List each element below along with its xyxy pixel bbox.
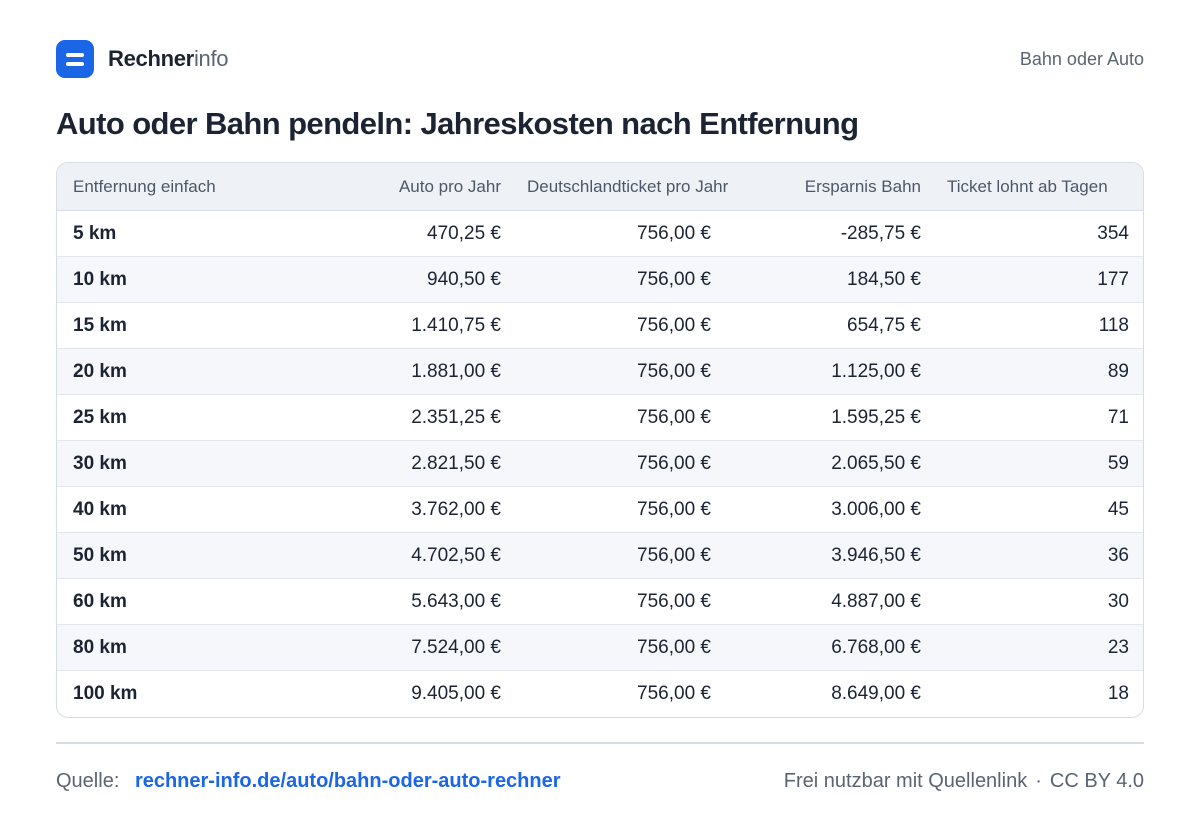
cell-car-cost: 2.351,25 € (411, 406, 501, 428)
cell-ticket-cost: 756,00 € (637, 498, 711, 520)
cell-ticket-cost: 756,00 € (637, 683, 711, 704)
table-header: Entfernung einfach Auto pro Jahr Deutsch… (57, 163, 1143, 211)
cell-break-even: 354 (1097, 222, 1129, 244)
header: Rechnerinfo Bahn oder Auto (56, 40, 1144, 78)
cell-savings: 8.649,00 € (831, 683, 921, 704)
logo-equals-icon (56, 40, 94, 78)
table-row: 40 km 3.762,00 € 756,00 € 3.006,00 € 45 (57, 487, 1143, 533)
footer: Quelle: rechner-info.de/auto/bahn-oder-a… (56, 768, 1144, 794)
cell-savings: 654,75 € (847, 314, 921, 336)
brand-name: Rechnerinfo (108, 46, 229, 72)
brand[interactable]: Rechnerinfo (56, 40, 229, 78)
brand-name-light: info (193, 46, 229, 71)
cell-break-even: 59 (1107, 452, 1129, 474)
cell-savings: 1.125,00 € (831, 360, 921, 382)
cell-savings: 6.768,00 € (831, 636, 921, 658)
cell-ticket-cost: 756,00 € (637, 314, 711, 336)
brand-name-strong: Rechner (108, 46, 194, 71)
cell-ticket-cost: 756,00 € (637, 222, 711, 244)
table-row: 50 km 4.702,50 € 756,00 € 3.946,50 € 36 (57, 533, 1143, 579)
cell-break-even: 18 (1107, 683, 1129, 704)
column-header-ticket-cost: Deutschlandticket pro Jahr (527, 176, 729, 196)
cell-ticket-cost: 756,00 € (637, 590, 711, 612)
cell-distance: 60 km (73, 590, 127, 612)
cell-ticket-cost: 756,00 € (637, 268, 711, 290)
footer-divider (56, 742, 1144, 744)
source-label: Quelle: (56, 769, 120, 792)
table-row: 5 km 470,25 € 756,00 € -285,75 € 354 (57, 211, 1143, 257)
cell-ticket-cost: 756,00 € (637, 636, 711, 658)
cell-car-cost: 1.410,75 € (411, 314, 501, 336)
cell-car-cost: 7.524,00 € (411, 636, 501, 658)
cell-break-even: 45 (1107, 498, 1129, 520)
table-row: 15 km 1.410,75 € 756,00 € 654,75 € 118 (57, 303, 1143, 349)
source-link[interactable]: rechner-info.de/auto/bahn-oder-auto-rech… (134, 769, 561, 792)
cell-savings: 3.946,50 € (831, 544, 921, 566)
column-header-car-cost: Auto pro Jahr (398, 176, 501, 196)
cell-distance: 80 km (73, 636, 127, 658)
source: Quelle: rechner-info.de/auto/bahn-oder-a… (56, 770, 561, 793)
cell-break-even: 89 (1107, 360, 1129, 382)
cell-distance: 15 km (73, 314, 127, 336)
cell-car-cost: 4.702,50 € (411, 544, 501, 566)
column-header-break-even: Ticket lohnt ab Tagen (947, 176, 1108, 196)
license-info: Frei nutzbar mit Quellenlink · CC BY 4.0 (784, 770, 1144, 793)
table-row: 80 km 7.524,00 € 756,00 € 6.768,00 € 23 (57, 625, 1143, 671)
cell-ticket-cost: 756,00 € (637, 360, 711, 382)
cell-break-even: 23 (1107, 636, 1129, 658)
table-row: 60 km 5.643,00 € 756,00 € 4.887,00 € 30 (57, 579, 1143, 625)
cell-car-cost: 940,50 € (427, 268, 501, 290)
cell-distance: 25 km (73, 406, 127, 428)
cell-distance: 40 km (73, 498, 127, 520)
table-row: 30 km 2.821,50 € 756,00 € 2.065,50 € 59 (57, 441, 1143, 487)
cell-savings: 3.006,00 € (831, 498, 921, 520)
cell-car-cost: 470,25 € (427, 222, 501, 244)
table-row: 20 km 1.881,00 € 756,00 € 1.125,00 € 89 (57, 349, 1143, 395)
page-title: Auto oder Bahn pendeln: Jahreskosten nac… (56, 106, 859, 141)
cell-car-cost: 2.821,50 € (411, 452, 501, 474)
cell-distance: 100 km (73, 683, 138, 704)
cell-car-cost: 3.762,00 € (411, 498, 501, 520)
cost-table: Entfernung einfach Auto pro Jahr Deutsch… (56, 162, 1144, 718)
table-row: 10 km 940,50 € 756,00 € 184,50 € 177 (57, 257, 1143, 303)
cell-car-cost: 1.881,00 € (411, 360, 501, 382)
cell-distance: 20 km (73, 360, 127, 382)
table-row: 25 km 2.351,25 € 756,00 € 1.595,25 € 71 (57, 395, 1143, 441)
cell-break-even: 30 (1107, 590, 1129, 612)
column-header-savings: Ersparnis Bahn (804, 176, 921, 196)
cell-savings: 1.595,25 € (831, 406, 921, 428)
cell-car-cost: 9.405,00 € (411, 683, 501, 704)
column-header-distance: Entfernung einfach (73, 176, 216, 196)
cell-ticket-cost: 756,00 € (637, 452, 711, 474)
cell-distance: 5 km (73, 222, 117, 244)
cell-car-cost: 5.643,00 € (411, 590, 501, 612)
cell-ticket-cost: 756,00 € (637, 544, 711, 566)
cell-distance: 50 km (73, 544, 127, 566)
cell-savings: -285,75 € (840, 222, 921, 244)
cell-break-even: 71 (1107, 406, 1129, 428)
usage-text: Frei nutzbar mit Quellenlink (783, 769, 1028, 792)
license-text: CC BY 4.0 (1049, 769, 1144, 792)
table-body: 5 km 470,25 € 756,00 € -285,75 € 354 10 km 940… (57, 211, 1143, 717)
header-tag: Bahn oder Auto (1019, 48, 1144, 69)
cell-break-even: 177 (1097, 268, 1129, 290)
cell-savings: 184,50 € (847, 268, 921, 290)
cell-ticket-cost: 756,00 € (637, 406, 711, 428)
cell-savings: 2.065,50 € (831, 452, 921, 474)
license-separator: · (1035, 769, 1042, 792)
cell-savings: 4.887,00 € (831, 590, 921, 612)
cell-break-even: 118 (1098, 314, 1129, 336)
cell-distance: 30 km (73, 452, 127, 474)
cell-break-even: 36 (1107, 544, 1129, 566)
table-row: 100 km 9.405,00 € 756,00 € 8.649,00 € 18 (57, 671, 1143, 717)
cell-distance: 10 km (73, 268, 127, 290)
